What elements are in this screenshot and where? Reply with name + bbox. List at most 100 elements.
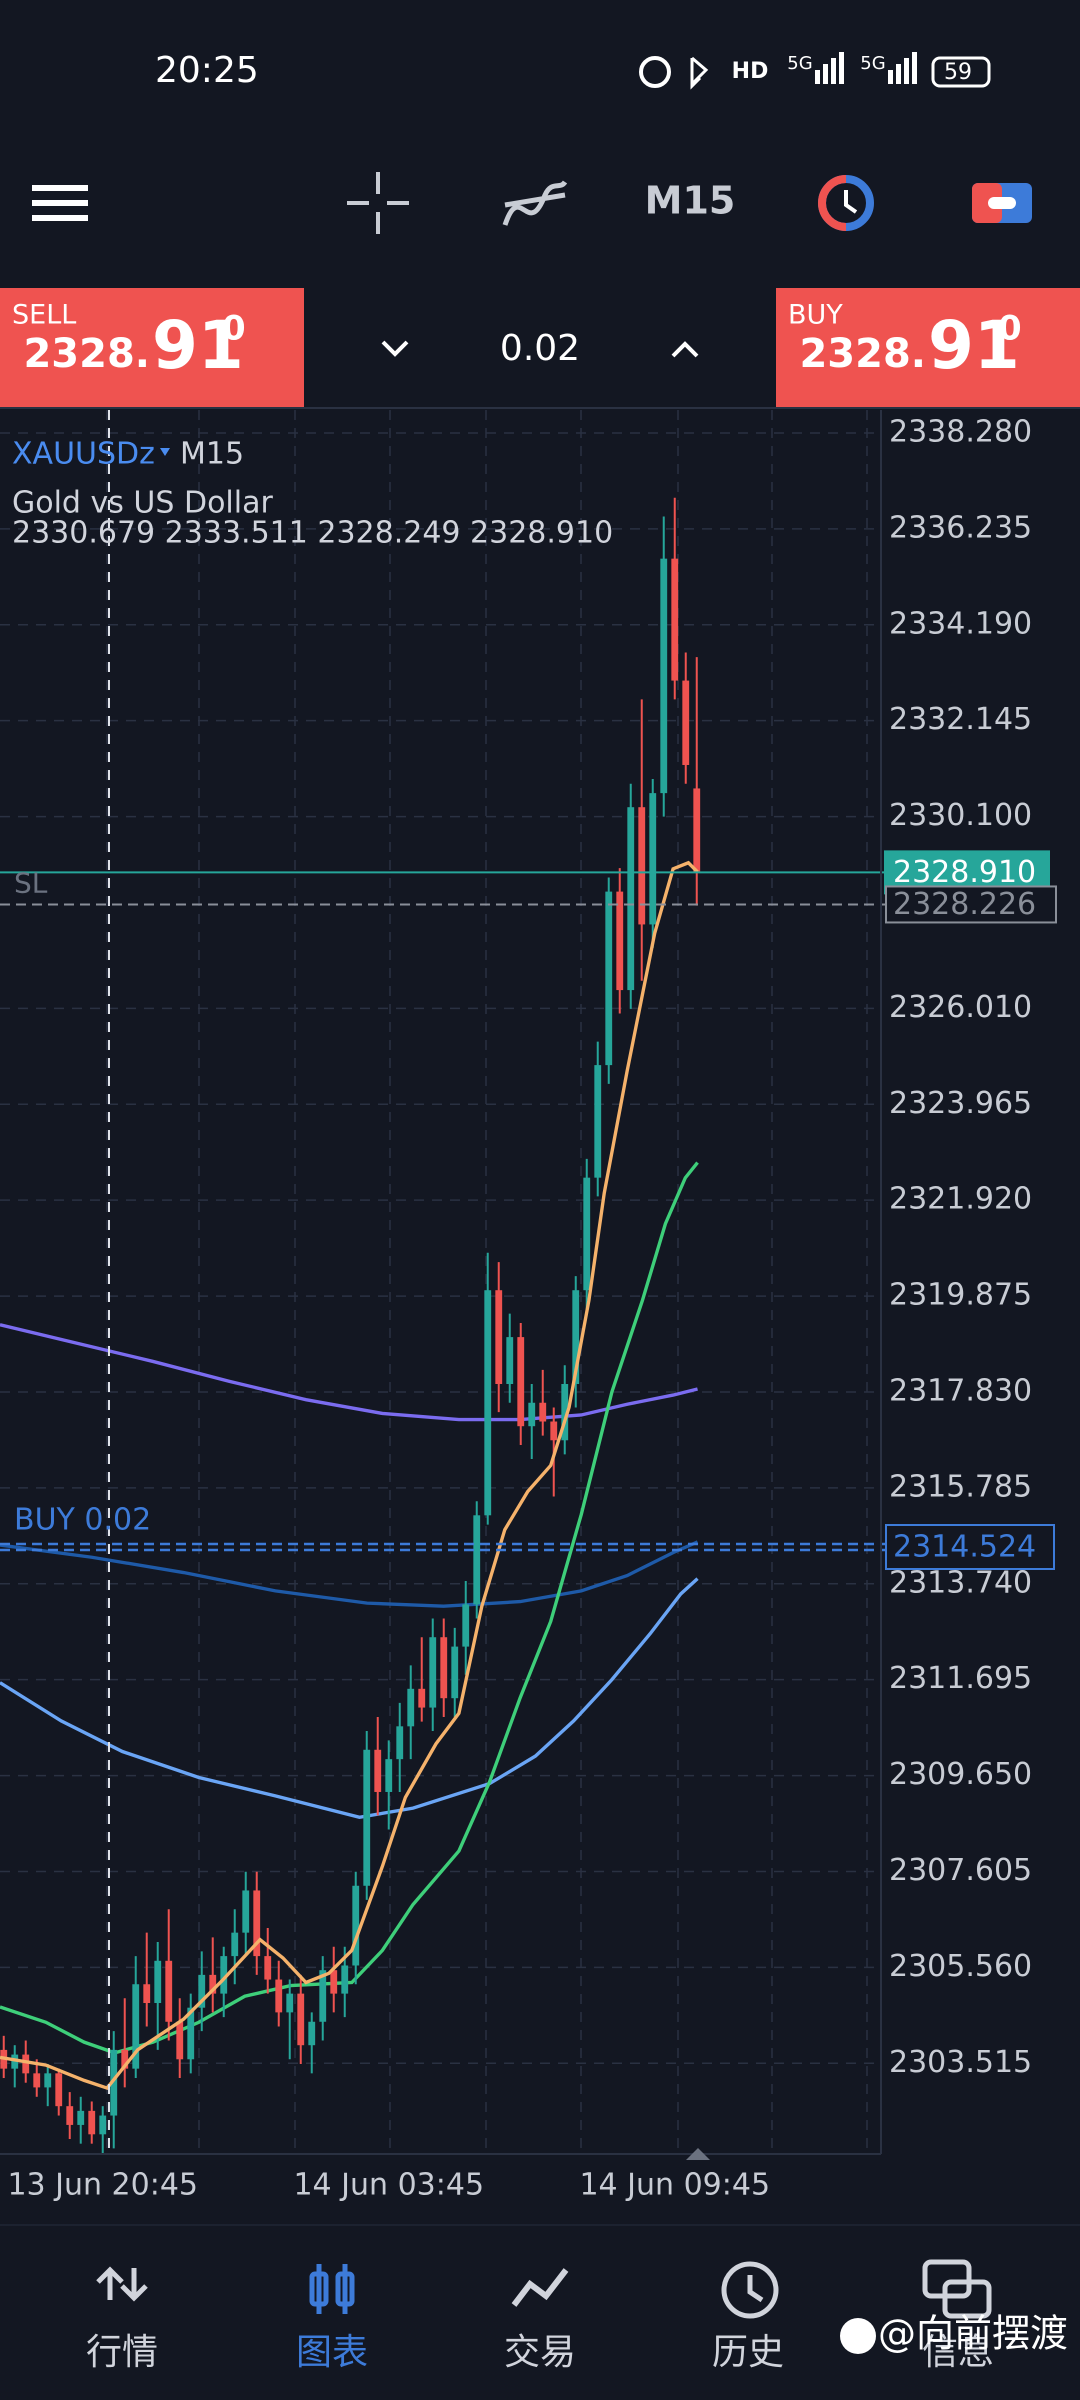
sell-price-big: 91: [152, 307, 244, 384]
candle-body: [506, 1337, 514, 1384]
y-tick-label: 2305.560: [889, 1949, 1032, 1984]
candle-body: [220, 1956, 228, 1994]
candle-body: [396, 1726, 404, 1760]
y-tick-label: 2323.965: [889, 1086, 1032, 1121]
candle-body: [363, 1749, 371, 1886]
hd-icon: HD: [732, 59, 769, 84]
volume-down[interactable]: [381, 340, 409, 357]
candle-body: [330, 1970, 338, 1994]
candle-body: [77, 2110, 85, 2125]
candle-body: [473, 1515, 481, 1605]
candle-body: [583, 1177, 591, 1291]
alarm-icon: [639, 56, 671, 88]
timeframe-button[interactable]: M15: [645, 179, 736, 223]
candle-body: [275, 1979, 283, 2013]
buy-price-big: 91: [928, 307, 1020, 384]
ma-line: [0, 860, 699, 2091]
candle-body: [297, 1993, 305, 2046]
clock: 20:25: [155, 50, 259, 91]
y-tick-label: 2309.650: [889, 1757, 1032, 1792]
trade-toggle-half: [972, 183, 1002, 223]
candle-body: [374, 1749, 382, 1792]
candle-body: [671, 558, 679, 681]
candle-body: [550, 1421, 558, 1441]
watermark-logo: [840, 2318, 876, 2354]
y-tick-label: 2307.605: [889, 1853, 1032, 1888]
candle-body: [11, 2054, 19, 2069]
candle-body: [341, 1965, 349, 1994]
volume-up[interactable]: [671, 341, 699, 358]
crosshair-button[interactable]: [347, 172, 409, 234]
volume[interactable]: 0.02: [500, 328, 580, 369]
candle-body: [407, 1688, 415, 1727]
indicator-button[interactable]: [502, 180, 568, 226]
y-tick-label: 2315.785: [889, 1469, 1032, 1504]
ma-line: [0, 1540, 699, 1608]
nav-icon: [721, 2261, 779, 2319]
candle-body: [99, 2115, 107, 2135]
candle-body: [264, 1956, 272, 1980]
buy-button[interactable]: [776, 288, 1080, 407]
y-tick-label: 2313.740: [889, 1565, 1032, 1600]
menu-button[interactable]: [32, 185, 88, 221]
nav-label[interactable]: 历史: [712, 2332, 784, 2373]
bid-price-label: 2328.226: [893, 887, 1036, 922]
candle-body: [286, 1993, 294, 2013]
candle-body: [627, 807, 635, 991]
sell-label: SELL: [12, 300, 76, 331]
bluetooth-icon: [690, 56, 709, 90]
candle-body: [561, 1383, 569, 1441]
symbol-dropdown[interactable]: [160, 448, 170, 456]
candle-body: [517, 1337, 525, 1427]
candle-body: [649, 793, 657, 925]
candle-body: [198, 1974, 206, 2008]
candle-body: [495, 1290, 503, 1384]
candle-body: [176, 2021, 184, 2060]
candle-body: [462, 1604, 470, 1647]
trade-toggle-knob: [988, 197, 1016, 209]
nav-label[interactable]: 图表: [296, 2332, 368, 2373]
network-label: 5G: [860, 53, 885, 74]
candle-body: [154, 1960, 162, 2004]
x-tick-label: 14 Jun 03:45: [293, 2168, 484, 2203]
ma-line: [0, 1161, 699, 2055]
buy-price-main: 2328.: [799, 331, 926, 377]
candle-body: [22, 2054, 30, 2074]
candle-body: [44, 2073, 52, 2088]
x-tick-label: 13 Jun 20:45: [7, 2168, 198, 2203]
x-tick-label: 14 Jun 09:45: [579, 2168, 770, 2203]
candle-body: [451, 1646, 459, 1699]
symbol[interactable]: XAUUSDz: [12, 437, 155, 472]
time-grid: [106, 410, 868, 2154]
nav-icon: [96, 2266, 148, 2302]
nav-label[interactable]: 信息: [922, 2332, 994, 2373]
candle-body: [143, 1984, 151, 2004]
candle-body: [253, 1890, 261, 1957]
nav-icon: [511, 2268, 569, 2307]
ma-line: [0, 1577, 699, 1820]
candle-body: [418, 1688, 426, 1708]
candle-body: [55, 2073, 63, 2107]
y-tick-label: 2336.235: [889, 510, 1032, 545]
candle-body: [440, 1637, 448, 1699]
buy-label: BUY: [788, 300, 843, 331]
sell-price-sup: 0: [222, 309, 246, 349]
watermark: @向前摆渡: [878, 2312, 1068, 2356]
ma-line: [0, 1323, 698, 1422]
candle-body: [660, 558, 668, 794]
nav-label[interactable]: 交易: [504, 2332, 576, 2373]
battery-level: 59: [944, 60, 972, 85]
buy-price-sup: 0: [998, 309, 1022, 349]
current-price-label: 2328.910: [893, 855, 1036, 890]
candle-body: [429, 1637, 437, 1708]
y-tick-label: 2330.100: [889, 798, 1032, 833]
candle-body: [616, 891, 624, 991]
candle-body: [605, 891, 613, 1066]
battery: [931, 56, 991, 88]
ohlc-values: 2330.679 2333.511 2328.249 2328.910: [12, 516, 613, 551]
y-tick-label: 2334.190: [889, 606, 1032, 641]
candle-body: [132, 1984, 140, 2069]
sell-button[interactable]: [0, 288, 304, 407]
nav-label[interactable]: 行情: [86, 2332, 158, 2373]
moving-averages: [0, 1161, 699, 2055]
